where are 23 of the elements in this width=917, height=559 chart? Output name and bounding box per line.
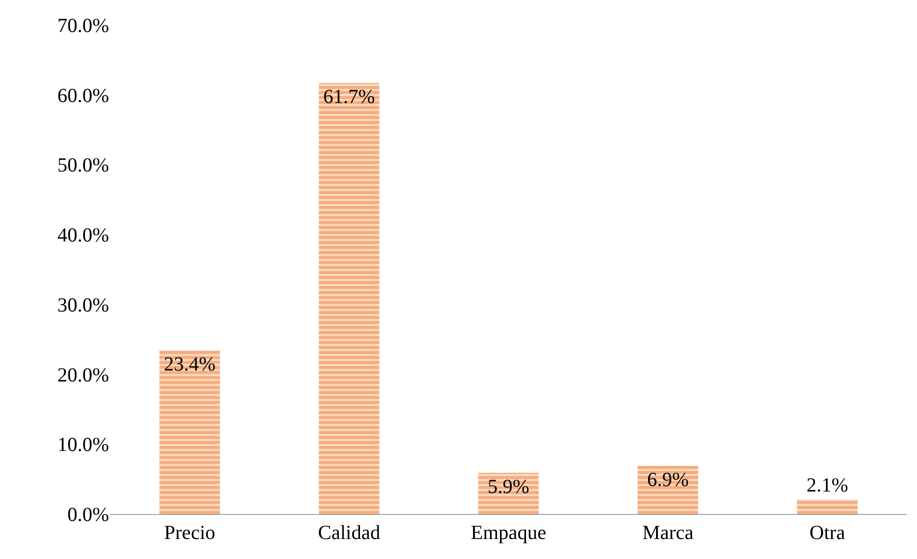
x-tick-label: Precio — [164, 522, 216, 544]
x-tick-label: Calidad — [318, 522, 380, 544]
y-tick-label: 30.0% — [57, 294, 109, 316]
x-tick-label: Otra — [810, 522, 846, 544]
y-tick-label: 50.0% — [57, 154, 109, 177]
x-tick-label: Marca — [642, 522, 694, 544]
y-tick-label: 20.0% — [57, 364, 109, 386]
y-tick-label: 60.0% — [57, 84, 109, 107]
bar — [318, 82, 380, 514]
y-tick-label: 70.0% — [57, 15, 109, 37]
bar — [797, 499, 858, 514]
x-tick-label: Empaque — [470, 522, 546, 544]
bar — [159, 350, 220, 514]
bar — [478, 472, 539, 514]
data-label: 5.9% — [488, 476, 530, 498]
y-tick-label: 40.0% — [57, 224, 109, 247]
y-tick-label: 10.0% — [57, 434, 109, 456]
y-tick-label: 0.0% — [67, 504, 109, 526]
data-label: 61.7% — [323, 86, 375, 108]
data-label: 23.4% — [164, 354, 216, 376]
data-label: 6.9% — [647, 468, 689, 491]
bar — [638, 466, 698, 514]
data-label: 2.1% — [806, 474, 848, 496]
